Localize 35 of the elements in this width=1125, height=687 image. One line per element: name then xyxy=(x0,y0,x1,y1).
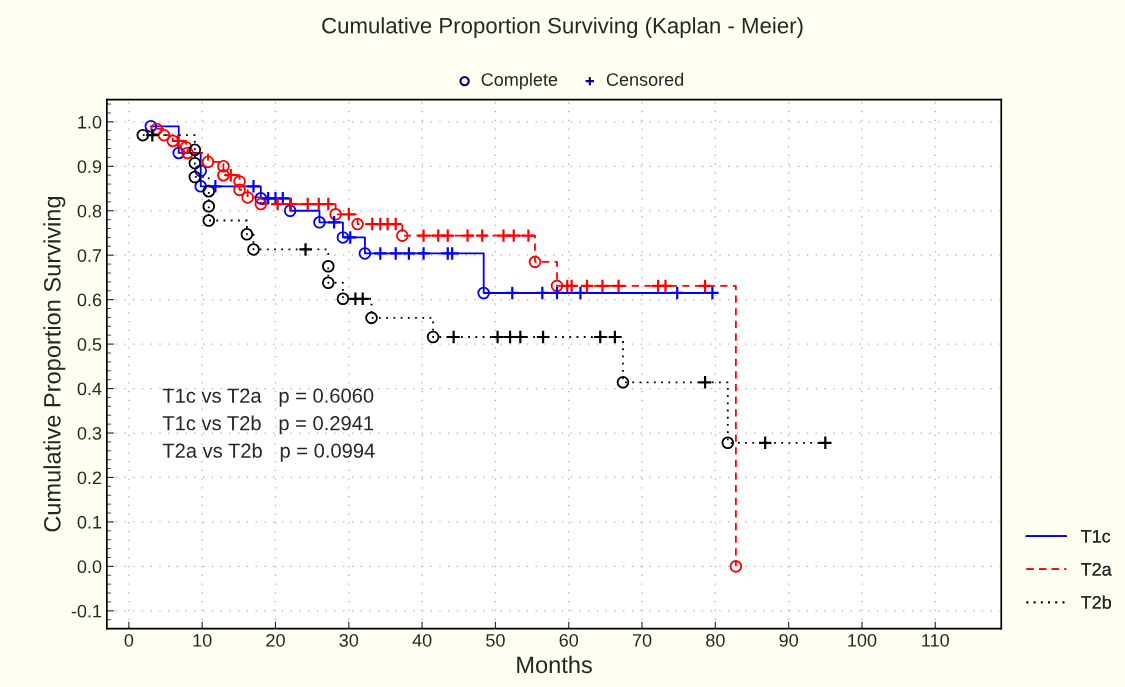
legend-label: T1c xyxy=(1081,530,1111,543)
y-axis-title: Cumulative Proportion Surviving xyxy=(43,196,66,532)
x-tick-label: 0 xyxy=(124,633,134,647)
x-tick-label: 20 xyxy=(266,633,285,647)
chart-title: Cumulative Proportion Surviving (Kaplan - Meier) xyxy=(322,17,803,38)
legend-label: T2b xyxy=(1081,595,1111,609)
y-tick-label: 0.3 xyxy=(77,426,102,440)
y-tick-label: 0.9 xyxy=(77,160,102,174)
x-tick-label: 50 xyxy=(486,633,505,647)
x-axis-title: Months xyxy=(517,655,592,674)
y-tick-label: -0.1 xyxy=(71,604,102,618)
annotation: T1c vs T2a p = 0.6060 xyxy=(162,388,374,407)
x-tick-label: 100 xyxy=(848,633,877,647)
y-tick-label: 0.2 xyxy=(77,471,102,485)
x-tick-label: 80 xyxy=(706,633,725,647)
y-tick-label: 1.0 xyxy=(78,115,102,129)
y-tick-label: 0.7 xyxy=(77,249,102,262)
y-tick-label: 0.5 xyxy=(77,338,102,351)
y-tick-label: 0.4 xyxy=(77,382,102,396)
annotation: T2a vs T2b p = 0.0994 xyxy=(162,443,375,462)
y-tick-label: 0.1 xyxy=(77,515,102,529)
legend-label: T2a xyxy=(1081,562,1112,576)
text: Complete xyxy=(481,72,558,90)
x-tick-label: 60 xyxy=(559,633,579,647)
x-tick-label: 110 xyxy=(922,633,949,647)
x-tick-label: 70 xyxy=(632,633,652,647)
y-tick-label: 0.6 xyxy=(77,293,102,307)
x-tick-label: 10 xyxy=(193,633,212,647)
y-tick-label: 0.0 xyxy=(77,560,102,574)
annotation: T1c vs T2b p = 0.2941 xyxy=(162,415,374,435)
y-tick-label: 0.8 xyxy=(77,204,102,218)
text: Censored xyxy=(606,72,684,86)
x-tick-label: 40 xyxy=(412,633,432,647)
x-tick-label: 30 xyxy=(339,633,359,647)
x-tick-label: 90 xyxy=(779,633,798,647)
